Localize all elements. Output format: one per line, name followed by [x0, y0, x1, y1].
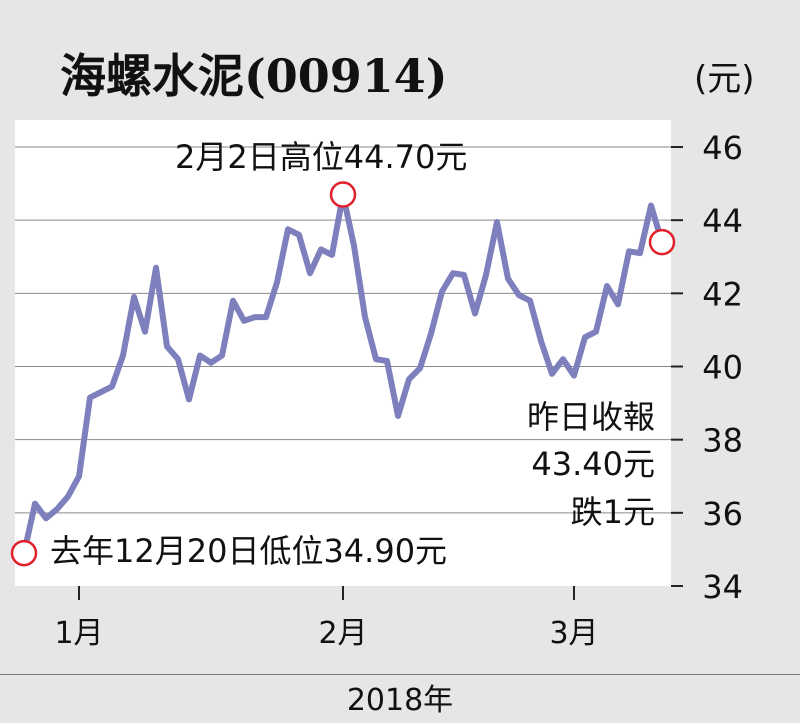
footer-divider	[0, 674, 800, 675]
y-tick-label: 34	[702, 568, 743, 606]
y-tick-label: 36	[702, 495, 743, 533]
annotation-close-value: 43.40元	[531, 445, 655, 483]
y-tick-label: 46	[702, 129, 743, 167]
annotation-markers	[10, 181, 676, 567]
y-tick-label: 44	[702, 202, 743, 240]
x-tick-label: 2月	[318, 616, 367, 651]
y-tick-label: 40	[702, 349, 743, 387]
y-axis-ticks: 46 44 42 40 38 36 34	[671, 129, 743, 606]
low-point-marker	[10, 539, 38, 567]
annotation-change: 跌1元	[571, 493, 655, 531]
annotation-low: 去年12月20日低位34.90元	[50, 532, 447, 570]
high-point-marker	[329, 181, 357, 208]
x-tick-label: 3月	[549, 616, 598, 651]
x-axis-title: 2018年	[347, 683, 453, 718]
chart-title: 海螺水泥(00914)	[60, 49, 448, 103]
grid-lines	[15, 146, 671, 514]
close-point-marker	[648, 228, 676, 256]
annotation-close-label: 昨日收報	[527, 398, 655, 436]
unit-label: (元)	[694, 59, 755, 99]
x-axis-ticks: 1月 2月 3月	[54, 586, 599, 651]
y-tick-label: 42	[702, 275, 743, 313]
y-tick-label: 38	[702, 422, 743, 460]
x-tick-label: 1月	[54, 616, 103, 651]
annotation-high: 2月2日高位44.70元	[175, 138, 467, 176]
